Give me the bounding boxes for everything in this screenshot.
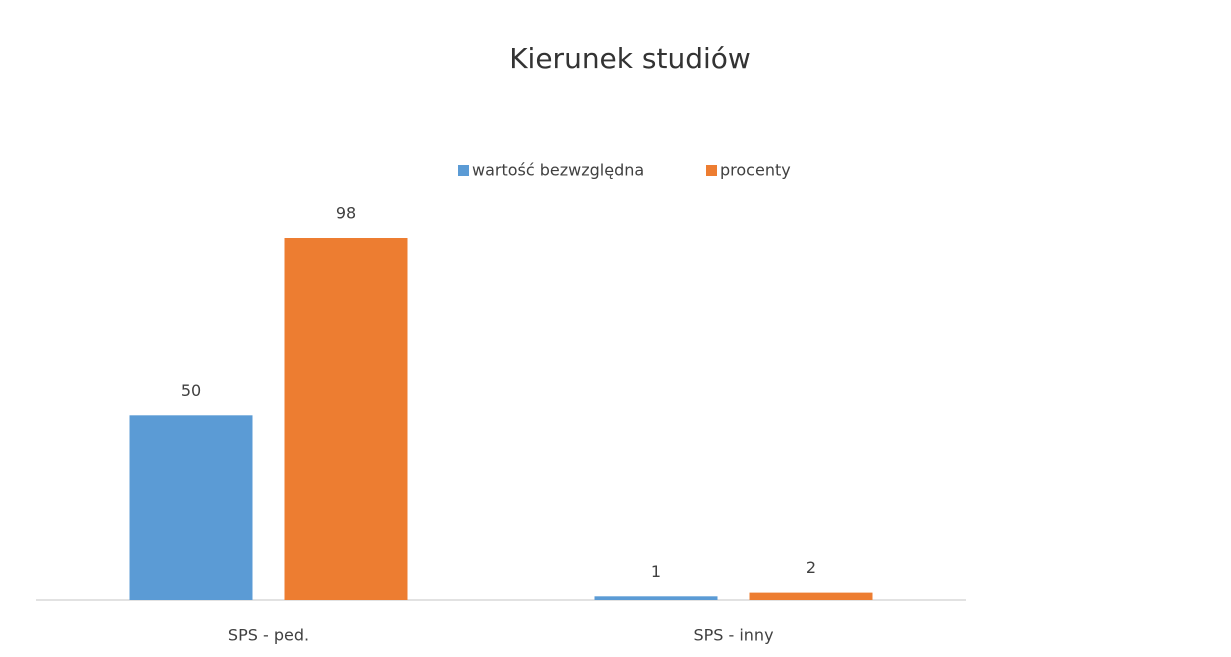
bar bbox=[284, 238, 408, 600]
legend-swatch bbox=[458, 165, 469, 176]
data-label: 98 bbox=[336, 204, 356, 223]
legend-label: procenty bbox=[720, 161, 791, 180]
legend-swatch bbox=[706, 165, 717, 176]
x-tick-label: SPS - ped. bbox=[228, 626, 309, 645]
bar bbox=[749, 592, 873, 600]
bar bbox=[129, 415, 253, 600]
chart-title: Kierunek studiów bbox=[509, 42, 751, 75]
bar bbox=[594, 596, 718, 600]
data-label: 1 bbox=[651, 562, 661, 581]
data-label: 50 bbox=[181, 381, 201, 400]
x-tick-label: SPS - inny bbox=[693, 626, 773, 645]
legend-label: wartość bezwzględna bbox=[472, 161, 644, 180]
data-label: 2 bbox=[806, 558, 816, 577]
